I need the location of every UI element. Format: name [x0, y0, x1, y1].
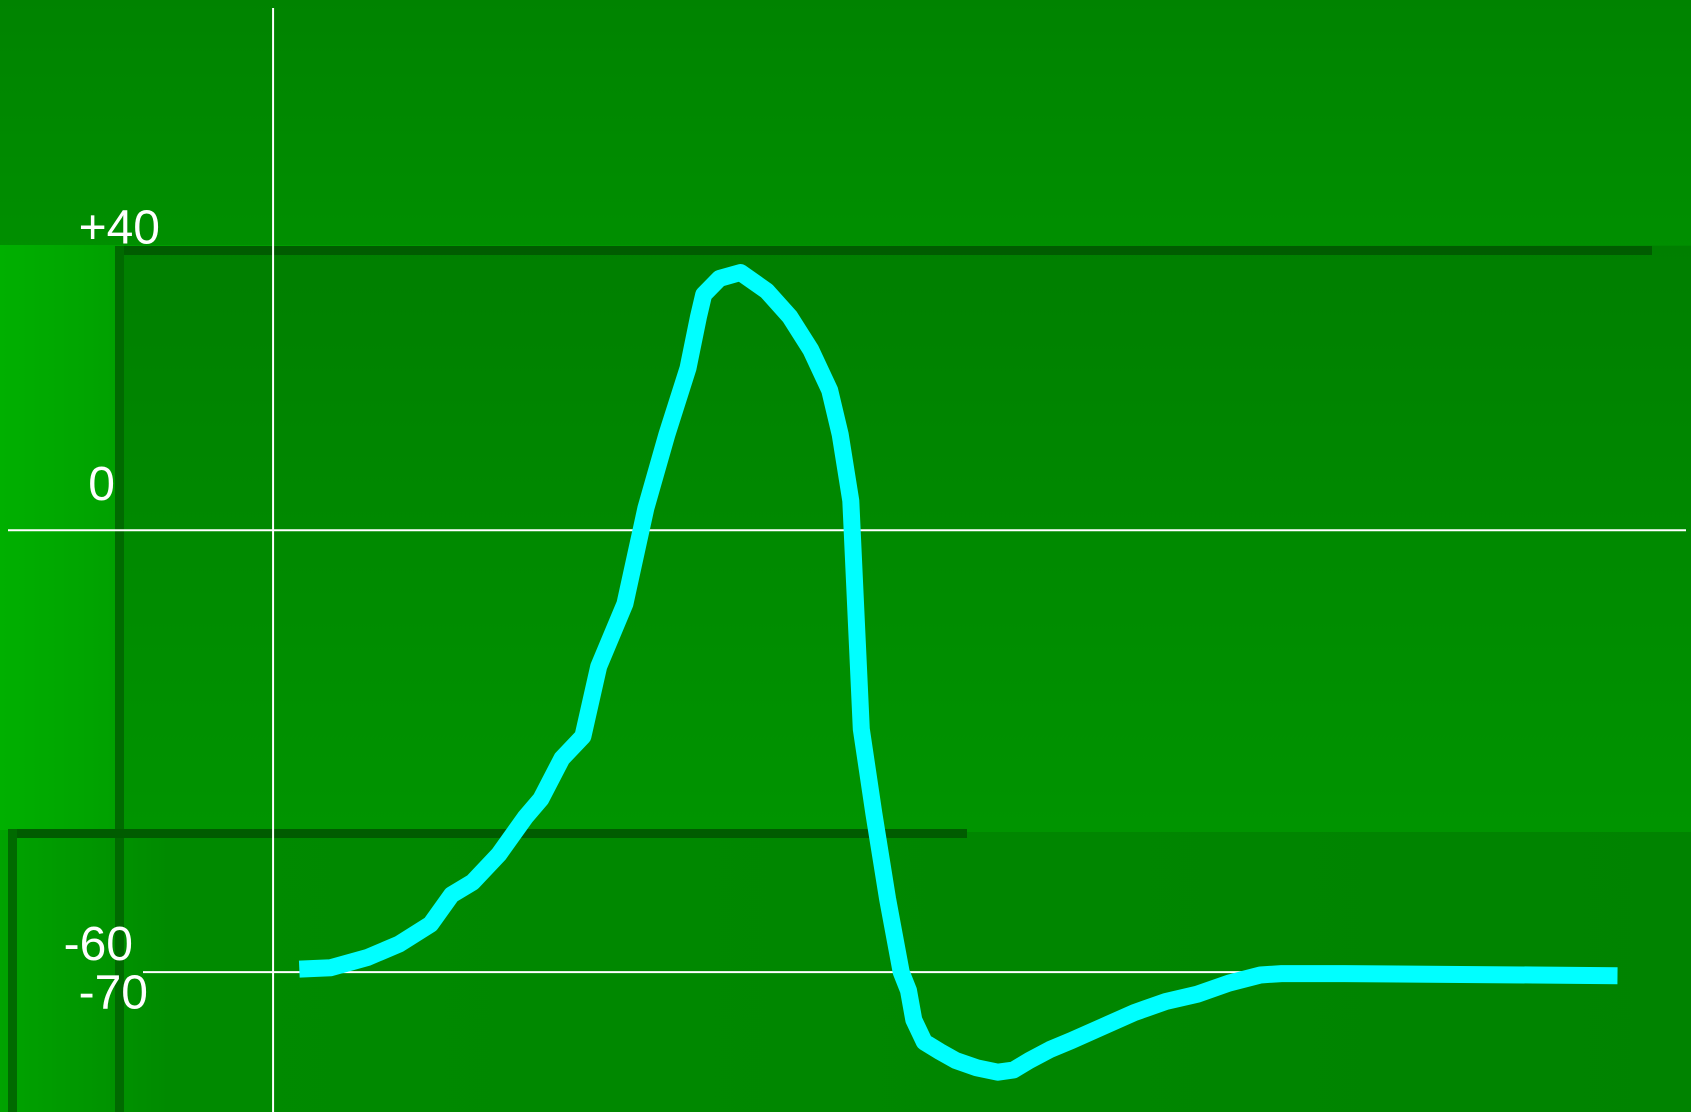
- background-inner-panel: [117, 246, 1691, 832]
- y-tick-label: -70: [79, 967, 148, 1020]
- panel-bottom-shadow: [10, 829, 967, 838]
- background-top-band: [0, 0, 1691, 250]
- panel-top-shadow: [117, 246, 1652, 255]
- bottom-left-shadow: [8, 829, 17, 1112]
- series-line: [298, 264, 1618, 1081]
- y-tick-label: -60: [64, 918, 133, 971]
- panel-left-shadow: [115, 246, 124, 1112]
- y-tick-label: 0: [88, 458, 115, 511]
- y-tick-label: +40: [79, 202, 160, 255]
- series-group: [298, 264, 1618, 1081]
- y-tick-labels: +40 0 -60-70: [64, 202, 160, 1020]
